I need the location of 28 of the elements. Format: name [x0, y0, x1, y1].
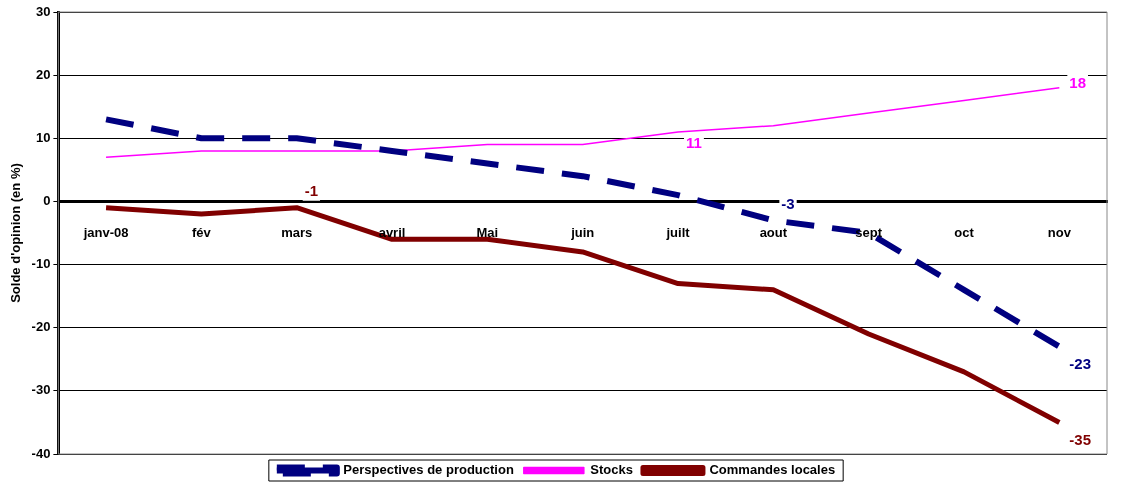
legend-label: Perspectives de production [343, 462, 514, 478]
data-label: 11 [686, 134, 702, 152]
x-tick-label: juilt [665, 224, 691, 240]
x-tick-label: nov [1047, 224, 1072, 240]
y-tick-label: -20 [31, 319, 51, 335]
x-tick-label: janv-08 [82, 224, 129, 240]
data-label: 18 [1069, 73, 1087, 91]
x-tick-label: avril [378, 224, 406, 240]
y-tick-label: -40 [31, 445, 51, 461]
x-tick-label: mars [281, 224, 313, 240]
data-label: -35 [1069, 430, 1092, 448]
data-label: -1 [304, 181, 319, 199]
x-tick-label: aout [759, 224, 788, 240]
x-tick-label: juin [570, 224, 595, 240]
legend-label: Commandes locales [709, 462, 836, 478]
y-tick-label: 30 [35, 3, 51, 19]
y-axis-title: Solde d'opinion (en %) [8, 163, 24, 303]
y-tick-label: 10 [35, 129, 51, 145]
y-tick-label: 0 [43, 193, 51, 209]
x-tick-label: oct [954, 224, 975, 240]
x-tick-label: fév [191, 224, 212, 240]
x-tick-label: Mai [476, 224, 499, 240]
y-tick-label: -10 [31, 256, 51, 272]
y-tick-label: 20 [35, 66, 51, 82]
legend-label: Stocks [590, 462, 633, 478]
data-label: -23 [1069, 354, 1092, 372]
y-tick-label: -30 [31, 382, 51, 398]
data-label: -3 [781, 194, 795, 212]
